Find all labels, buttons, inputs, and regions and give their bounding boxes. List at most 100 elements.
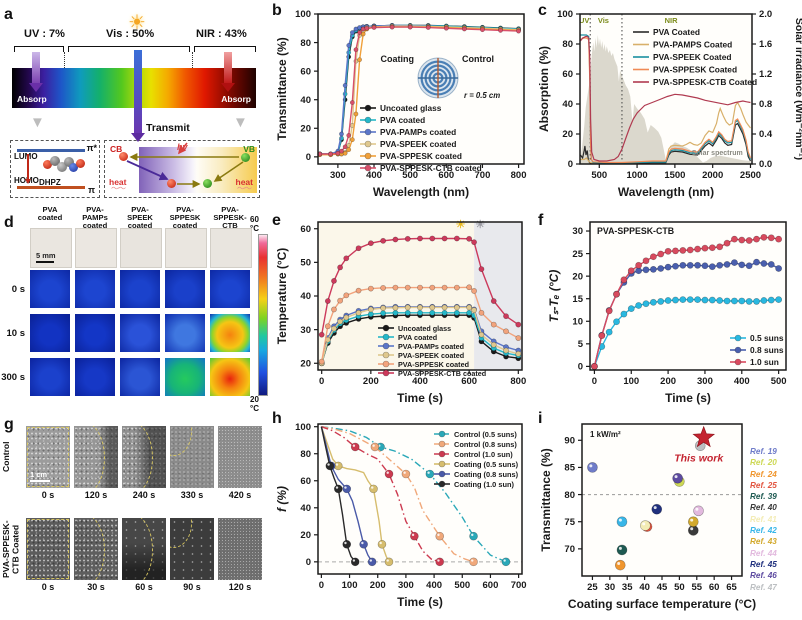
svg-text:PVA-PAMPs coated: PVA-PAMPs coated xyxy=(398,342,464,351)
svg-text:Control: Control xyxy=(462,54,494,64)
svg-text:Transmittance (%): Transmittance (%) xyxy=(539,448,553,551)
svg-text:Coating (1.0 sun): Coating (1.0 sun) xyxy=(454,480,514,489)
svg-text:15: 15 xyxy=(572,294,583,305)
panel-label-c: c xyxy=(538,2,547,19)
frost-photo xyxy=(26,518,70,580)
thermal-image-t300 xyxy=(75,358,115,396)
thermal-row-label: 0 s xyxy=(11,284,25,295)
svg-text:1 kW/m²: 1 kW/m² xyxy=(590,430,621,439)
svg-text:300: 300 xyxy=(398,580,414,591)
colorbar-label: 20 °C xyxy=(250,395,259,413)
panel-label-a: a xyxy=(4,6,13,23)
svg-text:500: 500 xyxy=(402,170,418,181)
thermal-image-t10 xyxy=(30,314,70,352)
panel-b-transmittance-chart: b 300 400 500 600 700 800 0 20 40 60 80 100 Waveleng… xyxy=(268,2,534,212)
svg-text:This work: This work xyxy=(674,453,724,465)
chart-svg-b: 300 400 500 600 700 800 0 20 40 60 80 100 Wavelength… xyxy=(275,9,527,199)
panel-c-absorption-chart: c UV Vis NIR 500 1000 1500 2000 2500 0 20 40 60 80 10… xyxy=(534,2,802,212)
svg-text:PVA coated: PVA coated xyxy=(398,333,437,342)
frost-photo xyxy=(74,426,118,488)
svg-text:r = 0.5 cm: r = 0.5 cm xyxy=(464,91,500,100)
svg-text:0: 0 xyxy=(306,152,311,163)
panel-g-defrost-photos: g Control 1 cm 0 s 120 s 240 s 330 s 420 s PVA-… xyxy=(0,412,268,618)
sample-photo xyxy=(75,228,117,268)
reference-item: Ref. 20 xyxy=(750,458,777,468)
panel-label-e: e xyxy=(272,212,281,229)
photo-row-label: Control xyxy=(1,441,11,473)
svg-text:20: 20 xyxy=(300,123,311,134)
svg-text:60: 60 xyxy=(300,224,311,235)
thermal-column-header: PVA- PAMPs coated xyxy=(82,205,108,231)
reference-item: Ref. 41 xyxy=(750,514,777,524)
absorb-left-label: Absorp xyxy=(17,94,47,104)
thermal-column-header: PVA coated xyxy=(37,205,63,223)
frost-front-outline xyxy=(122,426,153,488)
thermal-column-header: PVA- SPPESK coated xyxy=(169,205,201,231)
svg-text:10: 10 xyxy=(572,316,583,327)
pi-level xyxy=(17,186,85,189)
svg-text:500: 500 xyxy=(771,376,787,387)
scale-bar-1cm: 1 cm xyxy=(30,470,50,482)
svg-text:Coating surface temperature (°: Coating surface temperature (°C) xyxy=(568,597,756,611)
svg-text:Vis: Vis xyxy=(598,16,609,25)
thermal-image-t10 xyxy=(120,314,160,352)
svg-text:PVA-SPPESK coated: PVA-SPPESK coated xyxy=(398,360,469,369)
vis-bracket xyxy=(68,46,190,52)
reference-list: Ref. 19 Ref. 20 Ref. 24 Ref. 25 Ref. 39 Ref. … xyxy=(750,446,777,593)
svg-text:700: 700 xyxy=(511,580,527,591)
svg-text:20: 20 xyxy=(300,530,311,541)
svg-text:PVA-SPPESK coated: PVA-SPPESK coated xyxy=(380,151,462,161)
svg-text:Time (s): Time (s) xyxy=(397,391,443,405)
svg-text:NIR: NIR xyxy=(665,16,679,25)
heat-left-label: heat xyxy=(109,177,127,187)
thermal-image-t0 xyxy=(210,270,250,308)
svg-text:400: 400 xyxy=(426,580,442,591)
svg-text:PVA Coated: PVA Coated xyxy=(653,27,700,37)
svg-text:30: 30 xyxy=(572,226,583,237)
svg-text:75: 75 xyxy=(564,517,575,528)
chart-svg-h: 0 100 200 300 400 500 600 700 0 20 40 60 80 100 Time (… xyxy=(275,422,527,609)
svg-text:Coating: Coating xyxy=(381,54,415,64)
svg-text:Coating (0.8 suns): Coating (0.8 suns) xyxy=(454,470,519,479)
thermal-image-t0 xyxy=(165,270,205,308)
svg-text:Time (s): Time (s) xyxy=(665,391,711,405)
panel-label-d: d xyxy=(4,214,14,231)
svg-text:0: 0 xyxy=(568,159,573,170)
vis-share-label: Vis : 50% xyxy=(106,28,155,40)
colorbar-label: 60 °C xyxy=(250,215,259,233)
svg-text:1.2: 1.2 xyxy=(759,69,772,80)
svg-text:Solar irradiance (Wm⁻²nm⁻¹): Solar irradiance (Wm⁻²nm⁻¹) xyxy=(793,18,802,160)
svg-text:0: 0 xyxy=(319,376,324,387)
cb-label: CB xyxy=(110,144,123,154)
svg-text:80: 80 xyxy=(300,449,311,460)
svg-text:2.0: 2.0 xyxy=(759,9,772,20)
sample-photo xyxy=(165,228,207,268)
thermal-image-t300 xyxy=(210,358,250,396)
sample-photo: 5 mm xyxy=(30,228,72,268)
svg-text:2500: 2500 xyxy=(740,170,761,181)
svg-text:PVA-SPPESK-CTB coated: PVA-SPPESK-CTB coated xyxy=(398,369,486,378)
reference-item: Ref. 19 xyxy=(750,447,777,456)
frost-front-outline xyxy=(170,518,192,548)
photo-row-label: PVA-SPPESK- CTB Coated xyxy=(1,520,21,578)
thermal-row-label: 10 s xyxy=(6,328,26,339)
svg-text:40: 40 xyxy=(300,291,311,302)
heat-wave-left: 〜〜 xyxy=(111,184,126,193)
svg-text:PVA-SPPESK-CTB Coated: PVA-SPPESK-CTB Coated xyxy=(653,77,757,87)
svg-text:200: 200 xyxy=(370,580,386,591)
svg-text:Temperature (°C): Temperature (°C) xyxy=(275,248,289,345)
svg-text:0.8 suns: 0.8 suns xyxy=(750,345,784,355)
svg-text:60: 60 xyxy=(562,69,573,80)
thermal-image-t0 xyxy=(75,270,115,308)
panel-d-thermal-images: d PVA coated 5 mm PVA- PAMPs coated PVA- SPEEK c… xyxy=(0,204,268,412)
svg-text:0: 0 xyxy=(578,362,583,373)
photo-time-label: 120 s xyxy=(84,490,108,500)
photo-time-label: 240 s xyxy=(132,490,156,500)
reference-item: Ref. 43 xyxy=(750,537,777,547)
svg-text:0.4: 0.4 xyxy=(759,129,773,140)
panel-label-i: i xyxy=(538,410,543,427)
uv-share-label: UV : 7% xyxy=(24,28,65,40)
frost-front-outline xyxy=(74,426,105,488)
reference-item: Ref. 39 xyxy=(750,492,777,502)
